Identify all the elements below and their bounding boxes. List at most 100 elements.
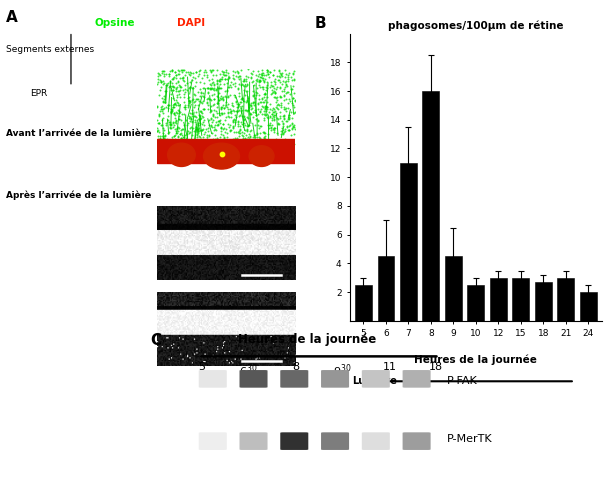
Point: [158, 135, 168, 142]
Point: [209, 95, 219, 103]
Point: [187, 131, 197, 138]
Point: [158, 77, 168, 85]
Point: [192, 126, 202, 134]
Point: [259, 128, 269, 136]
Point: [274, 66, 284, 74]
Point: [203, 102, 212, 109]
Point: [199, 130, 209, 138]
Point: [192, 130, 202, 138]
Point: [228, 135, 238, 142]
Point: [206, 81, 216, 89]
Point: [223, 123, 233, 130]
Point: [166, 77, 176, 85]
Point: [187, 76, 196, 84]
Text: Opsine: Opsine: [95, 18, 135, 28]
Point: [190, 82, 200, 90]
Point: [243, 133, 253, 140]
Point: [169, 110, 179, 117]
Point: [159, 98, 169, 106]
Point: [201, 128, 211, 136]
Ellipse shape: [204, 143, 239, 169]
Point: [198, 134, 208, 141]
Point: [186, 124, 196, 131]
Point: [265, 68, 274, 76]
Point: [152, 124, 161, 132]
Point: [185, 109, 195, 117]
Point: [246, 136, 256, 144]
Point: [222, 79, 231, 86]
Point: [231, 98, 241, 106]
Point: [247, 99, 257, 107]
Point: [200, 84, 209, 92]
Point: [254, 78, 263, 85]
Point: [155, 77, 165, 84]
Point: [169, 83, 179, 91]
Point: [204, 66, 214, 74]
Point: [173, 125, 182, 133]
Point: [278, 78, 287, 85]
Point: [264, 108, 274, 116]
Point: [211, 85, 221, 92]
Point: [188, 73, 198, 81]
Point: [239, 136, 249, 143]
Point: [288, 70, 298, 78]
Point: [161, 81, 171, 89]
Point: [205, 80, 215, 88]
Point: [281, 125, 290, 133]
Point: [252, 111, 262, 119]
Point: [188, 137, 198, 145]
Point: [200, 68, 209, 76]
Point: [213, 84, 223, 91]
Point: [276, 100, 286, 107]
Point: [237, 112, 247, 119]
Point: [259, 90, 269, 98]
Point: [273, 72, 282, 80]
Point: [196, 136, 206, 143]
Point: [185, 68, 195, 75]
Point: [212, 67, 222, 74]
Point: [278, 119, 288, 126]
Point: [184, 70, 194, 78]
Point: [285, 138, 295, 146]
Point: [167, 134, 177, 141]
Point: [174, 125, 184, 132]
Bar: [355, 285, 372, 321]
Point: [286, 85, 295, 92]
Point: [243, 106, 252, 114]
Point: [220, 116, 230, 124]
Point: [280, 79, 290, 86]
Point: [163, 129, 173, 137]
Point: [244, 139, 254, 147]
Point: [226, 107, 236, 114]
Point: [163, 101, 173, 109]
Point: [262, 105, 271, 113]
Point: [270, 111, 279, 118]
Point: [258, 74, 268, 82]
Point: [198, 114, 208, 121]
Point: [265, 121, 275, 128]
Point: [233, 68, 243, 76]
Point: [184, 114, 194, 122]
Point: [171, 85, 181, 92]
Point: [157, 102, 166, 109]
Point: [168, 103, 178, 111]
Point: [286, 136, 296, 144]
Point: [195, 85, 205, 93]
Point: [208, 118, 217, 125]
Point: [173, 101, 182, 109]
Bar: [157, 139, 295, 162]
Point: [166, 91, 176, 98]
Point: [196, 126, 206, 134]
Point: [276, 71, 286, 79]
Point: [249, 137, 259, 145]
Point: [270, 77, 279, 85]
Point: [266, 79, 276, 86]
Point: [166, 107, 176, 115]
Point: [174, 87, 184, 94]
Point: [265, 83, 275, 91]
Point: [253, 110, 263, 118]
Point: [152, 116, 162, 124]
Point: [234, 129, 244, 137]
Point: [198, 89, 208, 97]
Point: [275, 138, 285, 146]
